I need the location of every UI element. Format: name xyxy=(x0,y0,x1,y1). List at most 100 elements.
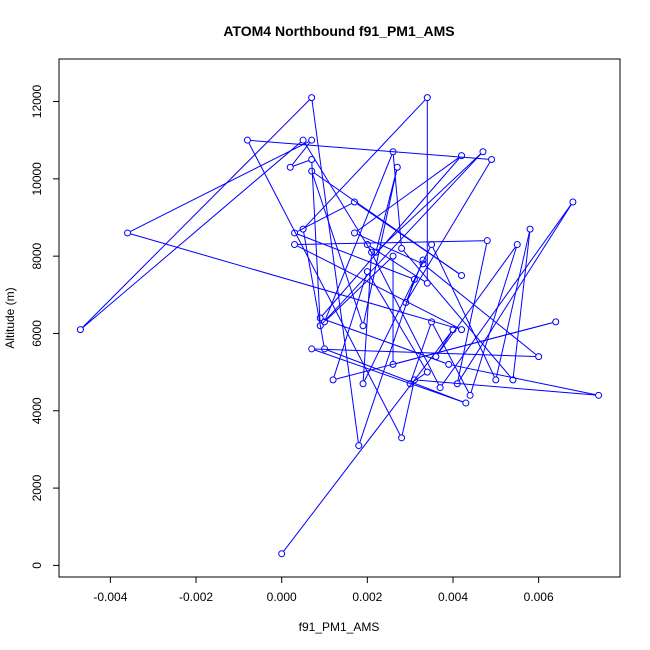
data-point xyxy=(410,275,418,283)
series-segment xyxy=(407,162,491,300)
series-segment xyxy=(401,382,415,435)
data-point xyxy=(436,384,444,392)
series-segment xyxy=(297,203,352,232)
data-point xyxy=(278,550,286,558)
data-point xyxy=(419,260,427,268)
x-tick-label: 0.000 xyxy=(267,590,297,604)
series-segment xyxy=(417,379,596,396)
x-axis-label: f91_PM1_AMS xyxy=(299,620,380,634)
data-point xyxy=(483,237,491,245)
series-segment xyxy=(356,157,460,232)
data-point xyxy=(393,163,401,171)
series-segment xyxy=(297,233,412,279)
data-point xyxy=(368,248,376,256)
series-segment xyxy=(451,364,596,396)
data-point xyxy=(492,376,500,384)
y-tick-label: 6000 xyxy=(30,320,44,347)
series-segment xyxy=(325,154,393,319)
series-segment xyxy=(457,243,488,381)
x-axis: -0.004 -0.002 0.000 0.002 0.004 0.006 xyxy=(93,576,554,604)
data-point xyxy=(552,318,560,326)
series-segment xyxy=(357,233,421,263)
data-point xyxy=(595,391,603,399)
series-segment xyxy=(327,349,463,403)
data-point xyxy=(291,229,299,237)
data-point xyxy=(466,391,474,399)
series-segment xyxy=(314,348,536,358)
series-segment xyxy=(297,245,459,329)
data-point xyxy=(363,268,371,276)
series-point-group xyxy=(76,94,603,558)
x-tick-label: 0.004 xyxy=(438,590,468,604)
data-point xyxy=(535,353,543,361)
data-point xyxy=(445,360,453,368)
data-point xyxy=(355,442,363,450)
data-point xyxy=(76,326,84,334)
series-segment xyxy=(512,232,531,377)
series-segment xyxy=(363,170,398,323)
data-point xyxy=(423,279,431,287)
data-point xyxy=(372,248,380,256)
series-segment xyxy=(322,153,482,324)
data-point xyxy=(308,136,316,144)
series-segment xyxy=(403,250,512,378)
data-point xyxy=(428,241,436,249)
data-point xyxy=(291,241,299,249)
data-point xyxy=(286,163,294,171)
data-point xyxy=(350,229,358,237)
series-segment xyxy=(425,265,537,355)
series-segment xyxy=(412,373,425,383)
series-segment xyxy=(314,349,463,403)
data-point xyxy=(453,380,461,388)
data-point xyxy=(526,225,534,233)
plot-area xyxy=(58,58,621,578)
data-point xyxy=(350,198,358,206)
data-point xyxy=(329,376,337,384)
y-axis-label: Altitude (m) xyxy=(3,287,17,348)
series-segment xyxy=(303,232,325,346)
data-point xyxy=(299,225,307,233)
series-segment xyxy=(437,246,516,355)
series-segment xyxy=(311,162,321,323)
data-point xyxy=(462,399,470,407)
data-point xyxy=(299,136,307,144)
data-point xyxy=(359,322,367,330)
series-segment xyxy=(432,324,470,393)
series-segment xyxy=(406,262,423,300)
series-segment xyxy=(130,233,459,330)
y-tick-label: 10000 xyxy=(30,162,44,196)
data-point xyxy=(410,376,418,384)
data-point xyxy=(124,229,132,237)
series-segment xyxy=(458,204,572,382)
data-point xyxy=(398,434,406,442)
data-point xyxy=(419,256,427,264)
data-point xyxy=(243,136,251,144)
y-tick-label: 4000 xyxy=(30,397,44,424)
series-segment xyxy=(359,282,414,443)
y-tick-label: 12000 xyxy=(30,85,44,119)
data-point xyxy=(308,94,316,102)
data-point xyxy=(363,241,371,249)
series-segment xyxy=(291,142,311,165)
data-point xyxy=(402,299,410,307)
data-point xyxy=(308,345,316,353)
series-line-group xyxy=(82,99,596,552)
data-point xyxy=(569,198,577,206)
data-point xyxy=(389,148,397,156)
series-segment xyxy=(496,232,530,377)
series-segment xyxy=(333,274,367,377)
series-segment xyxy=(470,247,517,393)
y-tick-label: 2000 xyxy=(30,474,44,501)
data-point xyxy=(321,345,329,353)
series-segment xyxy=(311,100,359,443)
data-point xyxy=(513,241,521,249)
series-segment xyxy=(297,240,484,245)
series-segment xyxy=(283,331,452,552)
series-segment xyxy=(82,99,310,328)
chart-title: ATOM4 Northbound f91_PM1_AMS xyxy=(223,23,454,39)
data-point xyxy=(432,353,440,361)
series-segment xyxy=(312,174,363,323)
x-tick-label: 0.002 xyxy=(352,590,382,604)
series-segment xyxy=(362,255,372,381)
series-segment xyxy=(368,247,440,385)
